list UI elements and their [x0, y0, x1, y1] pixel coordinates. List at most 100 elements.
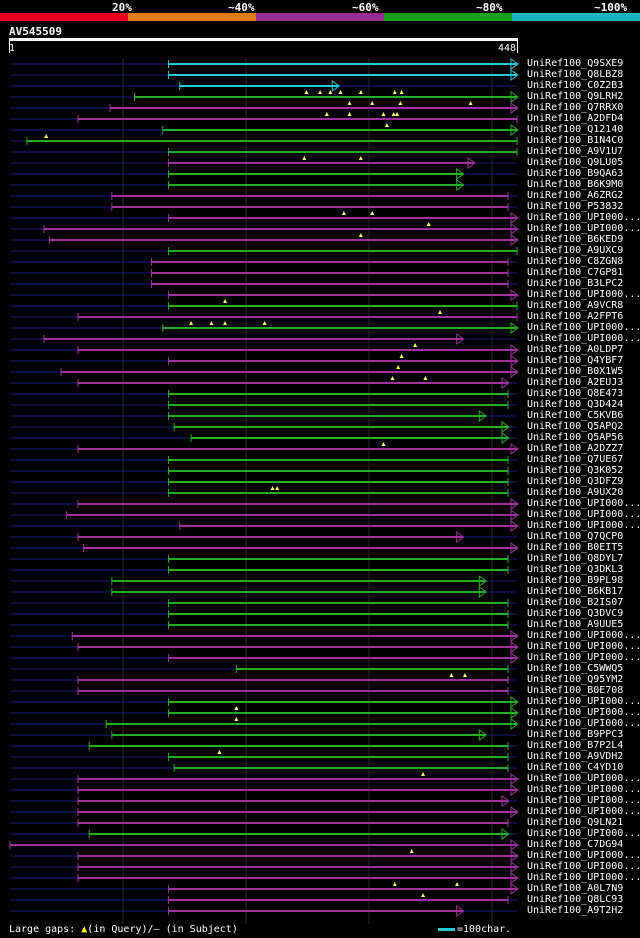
hit-row[interactable] [10, 310, 518, 321]
hit-link[interactable]: UniRef100_UPI000... [527, 322, 640, 333]
hit-row[interactable] [10, 390, 517, 398]
hit-link[interactable]: UniRef100_Q7QCP0 [527, 531, 624, 542]
hit-row[interactable] [10, 729, 517, 741]
hit-link[interactable]: UniRef100_B9PL98 [527, 575, 624, 586]
hit-link[interactable]: UniRef100_UPI000... [527, 498, 640, 509]
hit-row[interactable] [10, 784, 519, 796]
hit-row[interactable] [10, 531, 517, 543]
hit-row[interactable] [10, 520, 519, 532]
hit-row[interactable] [10, 905, 517, 917]
hit-row[interactable] [10, 123, 519, 136]
hit-link[interactable]: UniRef100_Q3DKL3 [527, 564, 624, 575]
hit-row[interactable] [10, 828, 517, 840]
hit-link[interactable]: UniRef100_C5KVB6 [527, 410, 624, 421]
hit-link[interactable]: UniRef100_Q4YBF7 [527, 355, 624, 366]
hit-link[interactable]: UniRef100_UPI000... [527, 872, 640, 883]
hit-link[interactable]: UniRef100_B1N4C0 [527, 135, 624, 146]
hit-row[interactable] [10, 621, 517, 629]
hit-link[interactable]: UniRef100_A2DZZ7 [527, 443, 624, 454]
hit-row[interactable] [10, 343, 519, 356]
hit-link[interactable]: UniRef100_UPI000... [527, 795, 640, 806]
hit-link[interactable]: UniRef100_A9UUE5 [527, 619, 624, 630]
hit-row[interactable] [10, 258, 517, 266]
hit-row[interactable] [10, 467, 517, 475]
hit-row[interactable] [10, 555, 517, 563]
hit-row[interactable] [10, 872, 519, 884]
hit-row[interactable] [10, 641, 519, 653]
hit-row[interactable] [10, 696, 519, 708]
hit-row[interactable] [10, 717, 519, 730]
hit-link[interactable]: UniRef100_C0Z2B3 [527, 80, 624, 91]
hit-row[interactable] [10, 134, 518, 145]
hit-link[interactable]: UniRef100_Q9SXE9 [527, 58, 624, 69]
hit-row[interactable] [10, 795, 517, 807]
hit-link[interactable]: UniRef100_C5WWQ5 [527, 663, 624, 674]
hit-row[interactable] [10, 542, 519, 554]
hit-row[interactable] [9, 839, 519, 851]
hit-link[interactable]: UniRef100_B7P2L4 [527, 740, 624, 751]
hit-row[interactable] [10, 478, 517, 486]
hit-link[interactable]: UniRef100_UPI000... [527, 828, 640, 839]
hit-row[interactable] [10, 80, 517, 92]
hit-row[interactable] [10, 893, 517, 904]
hit-row[interactable] [10, 673, 517, 684]
hit-row[interactable] [10, 321, 519, 334]
hit-link[interactable]: UniRef100_UPI000... [527, 509, 640, 520]
hit-row[interactable] [10, 849, 519, 862]
hit-link[interactable]: UniRef100_A2DFD4 [527, 113, 624, 124]
hit-link[interactable]: UniRef100_C4YD10 [527, 762, 624, 773]
hit-row[interactable] [10, 742, 517, 750]
hit-link[interactable]: UniRef100_UPI000... [527, 861, 640, 872]
hit-link[interactable]: UniRef100_A2EUJ3 [527, 377, 624, 388]
hit-link[interactable]: UniRef100_A9VDH2 [527, 751, 624, 762]
hit-link[interactable]: UniRef100_P53832 [527, 201, 624, 212]
hit-link[interactable]: UniRef100_UPI000... [527, 696, 640, 707]
hit-row[interactable] [10, 101, 519, 114]
hit-link[interactable]: UniRef100_B6K9M0 [527, 179, 624, 190]
hit-row[interactable] [10, 586, 517, 598]
hit-row[interactable] [10, 575, 517, 587]
hit-link[interactable]: UniRef100_UPI000... [527, 333, 640, 344]
hit-link[interactable]: UniRef100_UPI000... [527, 223, 640, 234]
hit-link[interactable]: UniRef100_UPI000... [527, 520, 640, 531]
hit-link[interactable]: UniRef100_Q7RRX0 [527, 102, 624, 113]
hit-row[interactable] [10, 806, 519, 818]
hit-link[interactable]: UniRef100_B3LPC2 [527, 278, 624, 289]
hit-row[interactable] [10, 486, 517, 497]
hit-row[interactable] [10, 299, 518, 310]
hit-link[interactable]: UniRef100_UPI000... [527, 707, 640, 718]
hit-row[interactable] [10, 90, 519, 103]
hit-link[interactable]: UniRef100_B2IS07 [527, 597, 624, 608]
hit-row[interactable] [10, 69, 519, 81]
hit-link[interactable]: UniRef100_UPI000... [527, 773, 640, 784]
hit-link[interactable]: UniRef100_UPI000... [527, 630, 640, 641]
hit-link[interactable]: UniRef100_Q5AP56 [527, 432, 624, 443]
hit-link[interactable]: UniRef100_A0L7N9 [527, 883, 624, 894]
hit-link[interactable]: UniRef100_A9UX20 [527, 487, 624, 498]
hit-link[interactable]: UniRef100_UPI000... [527, 784, 640, 795]
hit-link[interactable]: UniRef100_Q7UE67 [527, 454, 624, 465]
hit-link[interactable]: UniRef100_B0EIT5 [527, 542, 624, 553]
hit-row[interactable] [10, 861, 519, 873]
hit-link[interactable]: UniRef100_Q3D424 [527, 399, 624, 410]
hit-link[interactable]: UniRef100_B9QA63 [527, 168, 624, 179]
hit-link[interactable]: UniRef100_UPI000... [527, 652, 640, 663]
hit-row[interactable] [10, 566, 517, 574]
hit-row[interactable] [10, 247, 518, 255]
hit-row[interactable] [10, 289, 519, 301]
hit-link[interactable]: UniRef100_Q9LU05 [527, 157, 624, 168]
hit-link[interactable]: UniRef100_Q3K052 [527, 465, 624, 476]
hit-row[interactable] [10, 401, 517, 409]
hit-row[interactable] [10, 192, 517, 200]
hit-row[interactable] [10, 233, 519, 246]
hit-link[interactable]: UniRef100_UPI000... [527, 850, 640, 861]
hit-link[interactable]: UniRef100_Q5APQ2 [527, 421, 624, 432]
hit-link[interactable]: UniRef100_A2FPT6 [527, 311, 624, 322]
hit-row[interactable] [10, 222, 519, 235]
hit-row[interactable] [10, 354, 519, 367]
hit-row[interactable] [10, 365, 519, 378]
hit-row[interactable] [10, 280, 517, 288]
hit-link[interactable]: UniRef100_UPI000... [527, 212, 640, 223]
hit-row[interactable] [10, 764, 517, 772]
hit-row[interactable] [10, 687, 517, 695]
